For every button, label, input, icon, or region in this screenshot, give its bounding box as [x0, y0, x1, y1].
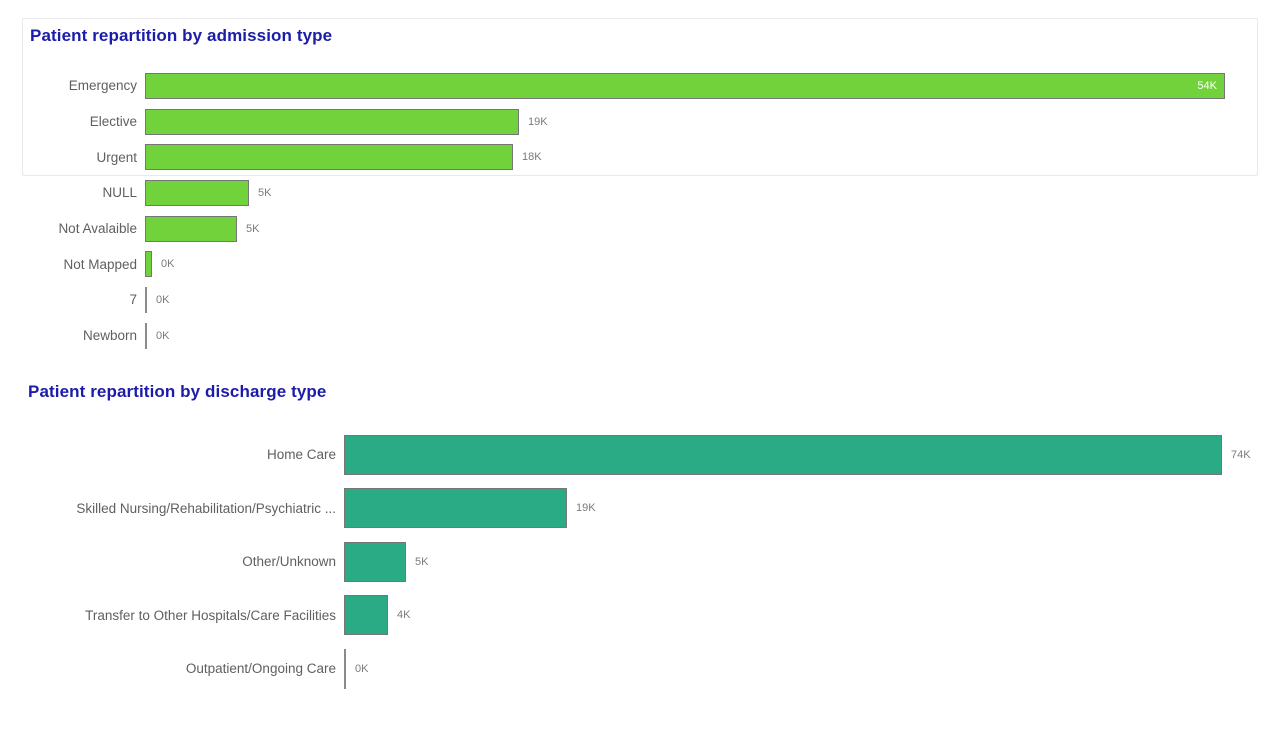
value-label: 19K — [576, 502, 596, 515]
category-label: NULL — [102, 185, 137, 201]
bar-track: 0K — [145, 286, 1266, 313]
chart-row: Home Care 74K — [0, 428, 1266, 482]
chart-row: Transfer to Other Hospitals/Care Facilit… — [0, 589, 1266, 643]
admission-bars-area: Emergency 54K Elective 19K Urgent 18K NULL 5K No… — [0, 68, 1266, 354]
data-bar[interactable] — [344, 648, 346, 689]
bar-track: 0K — [145, 322, 1266, 349]
chart-row: Not Mapped 0K — [0, 246, 1266, 282]
bar-track: 19K — [344, 488, 1266, 529]
data-bar[interactable] — [145, 108, 519, 135]
bar-track: 5K — [145, 215, 1266, 242]
data-bar[interactable] — [145, 251, 152, 278]
chart-row: Elective 19K — [0, 104, 1266, 140]
bar-track: 5K — [344, 541, 1266, 582]
category-label: Skilled Nursing/Rehabilitation/Psychiatr… — [76, 500, 336, 516]
data-bar[interactable] — [145, 179, 249, 206]
discharge-chart-title: Patient repartition by discharge type — [28, 382, 327, 401]
category-label: Not Mapped — [63, 256, 137, 272]
data-bar[interactable] — [344, 434, 1222, 475]
data-bar[interactable]: 54K — [145, 72, 1225, 99]
category-label: Urgent — [96, 149, 137, 165]
bar-track: 74K — [344, 434, 1266, 475]
category-label: Elective — [89, 114, 137, 130]
data-bar[interactable] — [145, 215, 237, 242]
value-label: 0K — [355, 662, 369, 675]
admission-chart-title: Patient repartition by admission type — [30, 26, 333, 45]
category-label: Not Avalaible — [58, 221, 137, 237]
bar-track: 0K — [145, 251, 1266, 278]
value-label: 54K — [1197, 79, 1217, 92]
value-label: 0K — [161, 258, 175, 271]
discharge-bars-area: Home Care 74K Skilled Nursing/Rehabilitati… — [0, 428, 1266, 696]
value-label: 18K — [522, 151, 542, 164]
chart-row: Other/Unknown 5K — [0, 535, 1266, 589]
value-label: 19K — [528, 115, 548, 128]
value-label: 0K — [156, 329, 170, 342]
chart-row: NULL 5K — [0, 175, 1266, 211]
bar-track: 54K — [145, 72, 1266, 99]
bar-track: 4K — [344, 595, 1266, 636]
data-bar[interactable] — [344, 488, 567, 529]
data-bar[interactable] — [145, 144, 513, 171]
bar-track: 18K — [145, 144, 1266, 171]
chart-row: Emergency 54K — [0, 68, 1266, 104]
data-bar[interactable] — [344, 595, 388, 636]
value-label: 5K — [246, 222, 260, 235]
category-label: Home Care — [266, 447, 336, 463]
category-label: Other/Unknown — [242, 554, 336, 570]
data-bar[interactable] — [145, 286, 147, 313]
bar-track: 5K — [145, 179, 1266, 206]
chart-row: Newborn 0K — [0, 318, 1266, 354]
bar-track: 0K — [344, 648, 1266, 689]
chart-row: Outpatient/Ongoing Care 0K — [0, 642, 1266, 696]
value-label: 4K — [397, 609, 411, 622]
chart-row: Skilled Nursing/Rehabilitation/Psychiatr… — [0, 482, 1266, 536]
data-bar[interactable] — [344, 541, 406, 582]
value-label: 74K — [1231, 448, 1251, 461]
value-label: 5K — [258, 186, 272, 199]
bar-track: 19K — [145, 108, 1266, 135]
category-label: Newborn — [82, 328, 137, 344]
value-label: 5K — [415, 555, 429, 568]
chart-row: Not Avalaible 5K — [0, 211, 1266, 247]
category-label: 7 — [129, 292, 137, 308]
category-label: Transfer to Other Hospitals/Care Facilit… — [85, 607, 336, 623]
category-label: Emergency — [68, 78, 137, 94]
data-bar[interactable] — [145, 322, 147, 349]
chart-row: 7 0K — [0, 282, 1266, 318]
category-label: Outpatient/Ongoing Care — [185, 661, 336, 677]
chart-row: Urgent 18K — [0, 139, 1266, 175]
value-label: 0K — [156, 293, 170, 306]
